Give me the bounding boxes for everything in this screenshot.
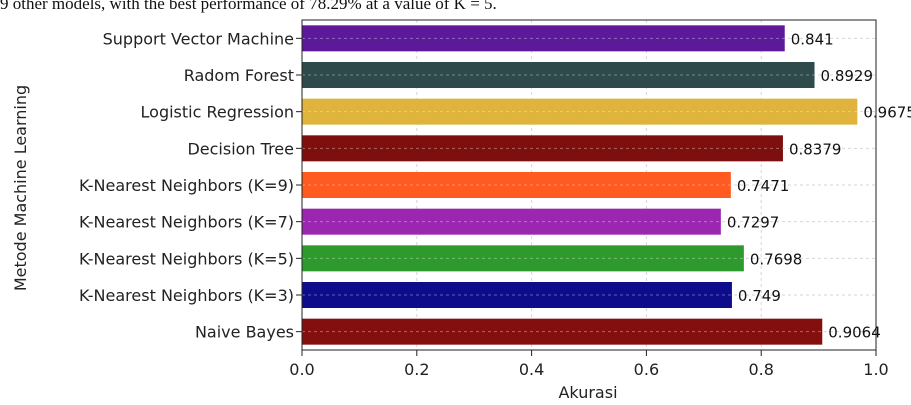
plot-frame xyxy=(301,19,877,351)
category-label: K-Nearest Neighbors (K=5) xyxy=(79,249,294,268)
x-tick-label: 0.8 xyxy=(748,360,773,379)
bar xyxy=(302,318,823,345)
bar xyxy=(302,208,721,235)
value-label: 0.9064 xyxy=(828,324,881,342)
value-label: 0.841 xyxy=(791,30,834,48)
value-label: 0.9675 xyxy=(863,104,911,122)
x-tick-label: 0.4 xyxy=(519,360,544,379)
x-tick-label: 1.0 xyxy=(863,360,888,379)
category-label: Decision Tree xyxy=(187,139,294,158)
value-label: 0.7471 xyxy=(737,177,790,195)
x-tick-label: 0.2 xyxy=(404,360,429,379)
category-label: Logistic Regression xyxy=(141,103,294,122)
x-tick-label: 0.6 xyxy=(634,360,659,379)
category-label: Radom Forest xyxy=(184,66,294,85)
category-label: K-Nearest Neighbors (K=9) xyxy=(79,176,294,195)
value-label: 0.7297 xyxy=(727,214,780,232)
labels: 0.841 Support Vector Machine 0.8929 Radom F… xyxy=(79,29,911,341)
category-label: Support Vector Machine xyxy=(103,29,294,48)
bar xyxy=(302,282,732,308)
bar xyxy=(302,172,731,198)
axes: 0.0 0.2 0.4 0.6 0.8 1.0 xyxy=(289,19,889,379)
bar xyxy=(302,62,815,88)
bar xyxy=(302,135,783,162)
value-label: 0.8379 xyxy=(789,140,842,158)
caption-fragment: 9 other models, with the best performanc… xyxy=(0,0,497,13)
bar xyxy=(302,25,785,52)
x-axis-label: Akurasi xyxy=(558,383,617,402)
value-label: 0.7698 xyxy=(750,250,803,268)
bars xyxy=(302,25,858,345)
value-label: 0.8929 xyxy=(821,67,874,85)
value-label: 0.749 xyxy=(738,287,781,305)
category-label: K-Nearest Neighbors (K=3) xyxy=(79,286,294,305)
y-axis-label: Metode Machine Learning xyxy=(11,85,30,291)
bar xyxy=(302,98,858,125)
category-label: Naive Bayes xyxy=(195,323,294,342)
x-tick-label: 0.0 xyxy=(289,360,314,379)
bar xyxy=(302,245,744,272)
category-label: K-Nearest Neighbors (K=7) xyxy=(79,213,294,232)
